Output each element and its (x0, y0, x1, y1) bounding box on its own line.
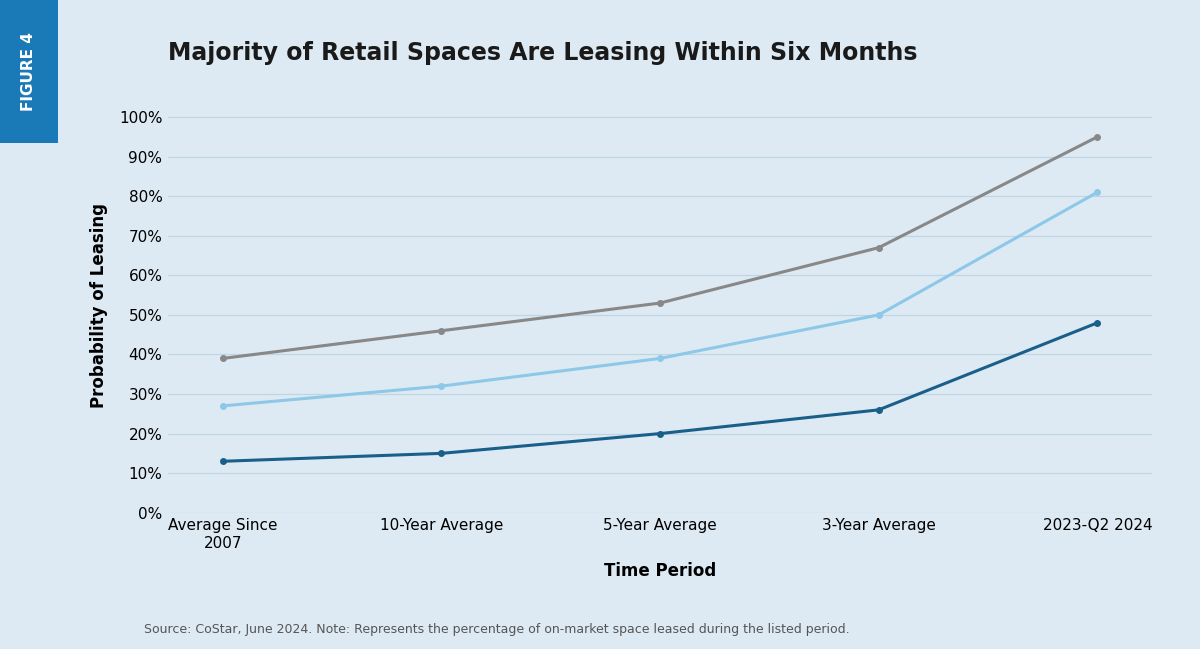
6-9 Months (434, 327, 449, 335)
0-3 Months (871, 406, 886, 414)
6-9 Months (871, 244, 886, 252)
0-3 Months (216, 458, 230, 465)
Text: Majority of Retail Spaces Are Leasing Within Six Months: Majority of Retail Spaces Are Leasing Wi… (168, 41, 918, 65)
0-3 Months (653, 430, 667, 437)
6-9 Months (1090, 133, 1104, 141)
3-6 Months (653, 354, 667, 362)
Text: FIGURE 4: FIGURE 4 (22, 32, 36, 111)
Line: 3-6 Months: 3-6 Months (220, 190, 1100, 409)
6-9 Months (216, 354, 230, 362)
0-3 Months (1090, 319, 1104, 326)
X-axis label: Time Period: Time Period (604, 562, 716, 580)
Legend: 0-3 Months, 3-6 Months, 6-9 Months: 0-3 Months, 3-6 Months, 6-9 Months (415, 646, 905, 649)
3-6 Months (1090, 188, 1104, 196)
3-6 Months (871, 311, 886, 319)
3-6 Months (216, 402, 230, 410)
Text: Source: CoStar, June 2024. Note: Represents the percentage of on-market space le: Source: CoStar, June 2024. Note: Represe… (144, 623, 850, 636)
6-9 Months (653, 299, 667, 307)
Y-axis label: Probability of Leasing: Probability of Leasing (90, 202, 108, 408)
Line: 6-9 Months: 6-9 Months (220, 134, 1100, 361)
Line: 0-3 Months: 0-3 Months (220, 320, 1100, 464)
0-3 Months (434, 450, 449, 458)
3-6 Months (434, 382, 449, 390)
